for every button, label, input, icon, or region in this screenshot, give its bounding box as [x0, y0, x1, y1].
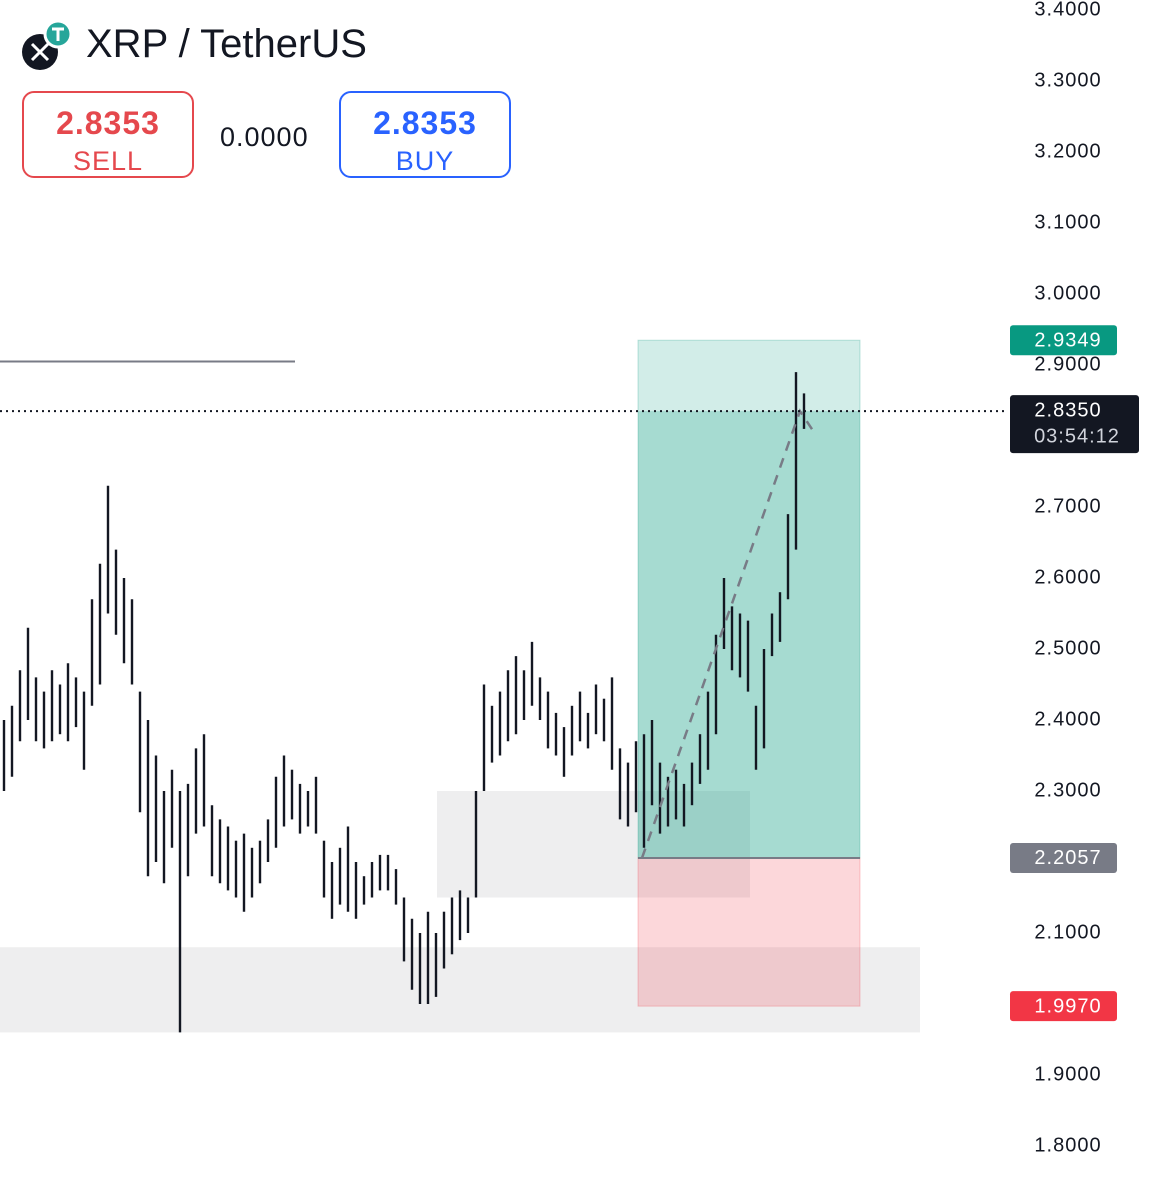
price-label: 2.2057: [1034, 847, 1101, 869]
countdown: 03:54:12: [1034, 425, 1120, 447]
y-tick-label: 3.0000: [1034, 282, 1101, 304]
price-label-box: [1010, 325, 1117, 356]
y-tick-label: 1.8000: [1034, 1134, 1101, 1156]
y-tick-label: 3.4000: [1034, 0, 1101, 20]
symbol-logo: [22, 19, 73, 70]
spread: 0.0000: [220, 122, 309, 152]
price-label-box: [1010, 842, 1117, 873]
last-price-box: [1010, 395, 1139, 454]
y-tick-label: 3.2000: [1034, 140, 1101, 162]
y-tick-label: 3.1000: [1034, 211, 1101, 233]
last-price-label: 2.8350: [1034, 399, 1101, 421]
y-tick-label: 2.9000: [1034, 353, 1101, 375]
y-tick-label: 2.6000: [1034, 566, 1101, 588]
price-label-box: [1010, 991, 1117, 1022]
sell-price: 2.8353: [56, 105, 160, 141]
sell-button[interactable]: 2.8353 SELL: [22, 91, 194, 178]
y-tick-label: 2.1000: [1034, 921, 1101, 943]
price-label: 1.9970: [1034, 995, 1101, 1017]
buy-price: 2.8353: [373, 105, 477, 141]
y-tick-label: 3.3000: [1034, 69, 1101, 91]
buy-button[interactable]: 2.8353 BUY: [339, 91, 511, 178]
y-tick-label: 1.9000: [1034, 1063, 1101, 1085]
price-label: 2.9349: [1034, 330, 1101, 352]
symbol-title: XRP / TetherUS: [86, 22, 367, 66]
y-tick-label: 2.4000: [1034, 708, 1101, 730]
buy-label: BUY: [395, 146, 455, 176]
y-tick-label: 2.5000: [1034, 637, 1101, 659]
y-tick-label: 2.7000: [1034, 495, 1101, 517]
zone: [0, 947, 920, 1033]
y-tick-label: 2.3000: [1034, 779, 1101, 801]
sell-label: SELL: [72, 146, 144, 176]
zone: [437, 791, 750, 898]
stop-zone: [637, 857, 861, 1007]
